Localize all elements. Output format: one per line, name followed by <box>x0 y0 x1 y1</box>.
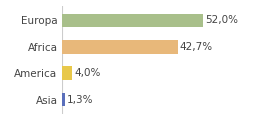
Bar <box>62 40 178 54</box>
Text: 4,0%: 4,0% <box>75 68 101 78</box>
Bar <box>62 66 73 80</box>
Text: 52,0%: 52,0% <box>205 15 238 25</box>
Text: 42,7%: 42,7% <box>180 42 213 52</box>
Bar <box>62 93 65 106</box>
Text: 1,3%: 1,3% <box>67 95 94 105</box>
Bar <box>62 14 203 27</box>
